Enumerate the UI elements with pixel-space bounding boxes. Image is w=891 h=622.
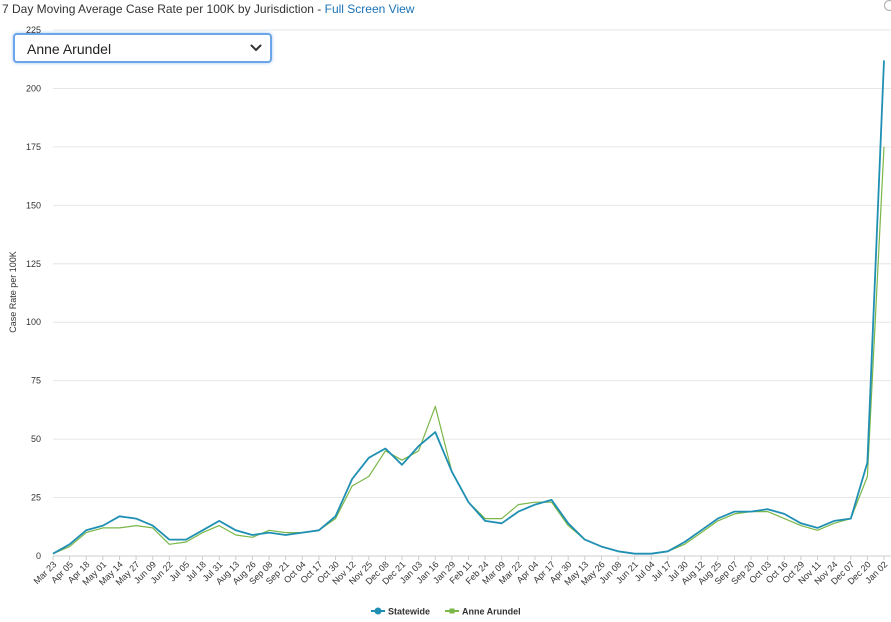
grid-lines [53,29,891,557]
y-tick-label: 50 [31,434,41,444]
y-axis-ticks: 0 25 50 75 100 125 150 175 200 225 [26,25,41,561]
chevron-down-icon [250,44,262,51]
y-tick-label: 0 [36,551,41,561]
y-tick-label: 100 [26,317,41,327]
y-tick-label: 75 [31,376,41,386]
series-line-anne-arundel [52,146,885,555]
full-screen-view-link[interactable]: Full Screen View [324,2,415,16]
jurisdiction-select-value: Anne Arundel [27,41,112,57]
legend[interactable]: Statewide Anne Arundel [371,607,521,617]
title-separator: - [313,2,325,16]
page-header: 7 Day Moving Average Case Rate per 100K … [2,2,414,16]
series-line-statewide [52,60,885,555]
legend-item-anne-arundel[interactable]: Anne Arundel [445,607,521,617]
chart-title: 7 Day Moving Average Case Rate per 100K … [2,2,314,16]
y-tick-label: 200 [26,83,41,93]
y-axis-label: Case Rate per 100K [8,251,18,333]
legend-item-statewide[interactable]: Statewide [371,607,430,617]
legend-marker [374,607,382,615]
info-icon [884,0,891,11]
y-tick-label: 175 [26,142,41,152]
jurisdiction-select[interactable]: Anne Arundel [13,33,272,63]
legend-label: Anne Arundel [462,607,521,617]
y-tick-label: 150 [26,200,41,210]
series-lines [52,60,885,555]
y-tick-label: 225 [26,25,41,35]
y-tick-label: 125 [26,259,41,269]
y-tick-label: 25 [31,493,41,503]
legend-label: Statewide [388,607,430,617]
legend-marker [449,608,455,614]
